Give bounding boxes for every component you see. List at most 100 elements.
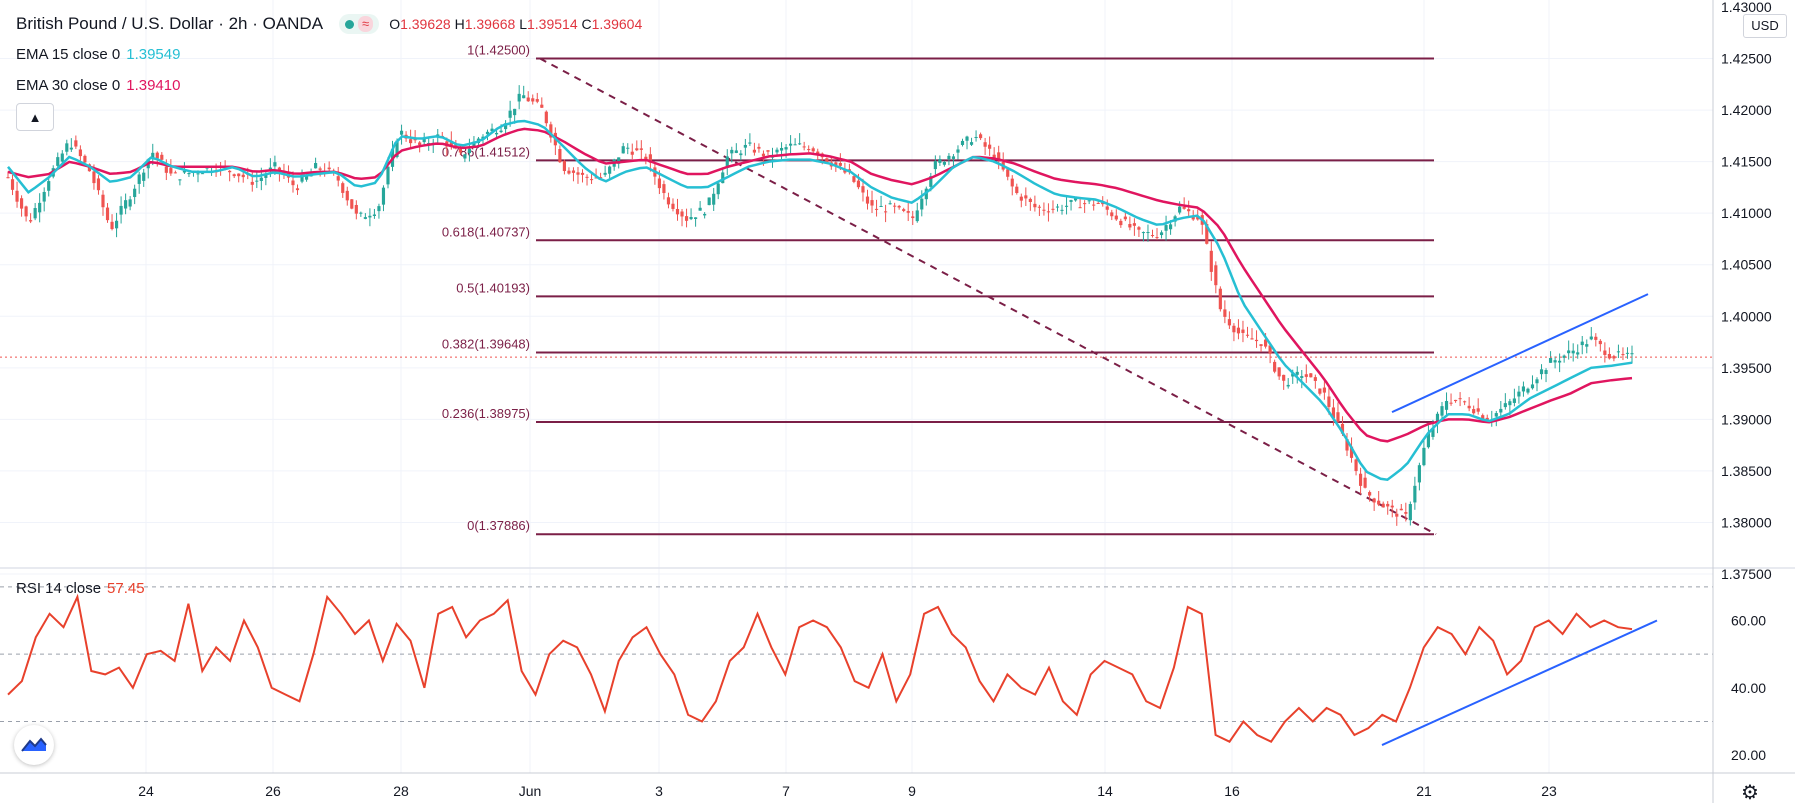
candle-body	[1187, 209, 1191, 212]
candle-body	[399, 130, 404, 135]
candle-body	[10, 179, 15, 190]
candle-body	[1567, 350, 1571, 354]
close-label: C	[581, 16, 592, 32]
candle-body	[1223, 309, 1227, 317]
fib-level-label: 0.618(1.40737)	[442, 224, 530, 239]
currency-button[interactable]: USD	[1743, 14, 1787, 38]
candle-body	[74, 140, 78, 147]
candle-body	[1508, 401, 1512, 406]
candle-body	[1440, 406, 1444, 416]
candle-body	[38, 202, 42, 213]
candle-body	[69, 147, 73, 150]
time-tick-label: 28	[393, 783, 409, 799]
candle-body	[196, 173, 200, 175]
candle-body	[1146, 232, 1150, 234]
collapse-legend-button[interactable]: ▲	[16, 103, 54, 131]
high-label: H	[454, 16, 465, 32]
candle-body	[775, 149, 779, 153]
candle-body	[1395, 513, 1399, 517]
candle-body	[1481, 415, 1485, 420]
time-tick-label: Jun	[519, 783, 542, 799]
candle-body	[1155, 237, 1159, 239]
tradingview-logo-icon[interactable]	[14, 725, 54, 765]
fib-trend-dashed	[539, 57, 1437, 536]
candle-body	[1046, 211, 1051, 213]
candle-body	[906, 211, 910, 213]
candle-body	[639, 148, 643, 150]
candle-body	[648, 154, 652, 163]
candle-body	[1494, 413, 1498, 417]
candle-body	[689, 217, 693, 220]
candle-body	[721, 172, 725, 184]
candle-body	[567, 170, 571, 174]
candle-body	[499, 130, 503, 133]
candle-body	[698, 207, 702, 211]
candle-body	[743, 144, 747, 148]
candle-body	[1169, 224, 1173, 230]
candle-body	[1558, 360, 1562, 363]
candle-body	[603, 172, 607, 175]
candle-body	[1033, 203, 1037, 208]
candle-body	[1209, 250, 1213, 272]
candle-body	[1354, 459, 1358, 472]
candle-body	[617, 157, 621, 164]
candle-body	[508, 110, 512, 118]
candle-body	[1227, 319, 1231, 326]
candle-body	[15, 190, 19, 202]
candle-body	[920, 198, 924, 210]
candle-body	[1263, 339, 1268, 347]
price-tick-label-top: 1.43000	[1721, 0, 1772, 15]
candle-body	[42, 191, 46, 202]
candle-body	[1042, 209, 1046, 211]
candle-body	[1291, 373, 1295, 377]
candle-body	[1422, 447, 1426, 466]
ema30-line	[7, 127, 1633, 443]
candle-body	[856, 180, 861, 188]
candle-body	[259, 177, 263, 182]
candle-body	[802, 146, 806, 148]
candle-body	[47, 181, 51, 191]
symbol-title[interactable]: British Pound / U.S. Dollar · 2h · OANDA	[16, 14, 324, 33]
ohlc-values: O1.39628 H1.39668 L1.39514 C1.39604	[389, 16, 642, 32]
price-tick-label: 1.37500	[1721, 566, 1772, 582]
ema15-legend[interactable]: EMA 15 close 0 1.39549	[16, 46, 180, 63]
candle-body	[911, 216, 915, 219]
candle-body	[1083, 203, 1087, 205]
candle-body	[1205, 223, 1209, 244]
candle-body	[956, 149, 960, 153]
candle-body	[1598, 340, 1602, 345]
candle-body	[807, 149, 811, 151]
candle-body	[250, 181, 254, 185]
fib-level-label: 0(1.37886)	[467, 518, 530, 533]
candle-body	[119, 205, 123, 215]
candle-body	[1386, 503, 1390, 507]
candle-body	[1318, 388, 1322, 394]
chart-header: British Pound / U.S. Dollar · 2h · OANDA…	[16, 14, 642, 34]
candle-body	[684, 216, 689, 221]
candle-body	[951, 156, 956, 159]
settings-gear-icon[interactable]: ⚙	[1741, 782, 1759, 804]
candle-body	[1580, 341, 1584, 346]
candle-body	[142, 172, 146, 181]
close-value: 1.39604	[591, 16, 643, 32]
candle-body	[635, 148, 639, 151]
candle-body	[1178, 206, 1182, 213]
candle-body	[716, 183, 720, 195]
candle-body	[463, 154, 467, 159]
rsi-label: RSI 14 close	[16, 580, 102, 597]
market-status-pill[interactable]: ≈	[339, 14, 380, 34]
time-tick-label: 9	[908, 783, 916, 799]
candle-body	[494, 132, 499, 135]
rsi-legend[interactable]: RSI 14 close 57.45	[16, 580, 145, 597]
candle-body	[1526, 388, 1530, 393]
candle-body	[6, 177, 10, 179]
candle-body	[852, 176, 856, 182]
candle-body	[843, 169, 847, 173]
candle-body	[671, 203, 675, 209]
market-open-icon	[345, 19, 355, 29]
ema30-legend[interactable]: EMA 30 close 0 1.39410	[16, 77, 180, 94]
candle-body	[1453, 399, 1458, 402]
candle-body	[1006, 169, 1010, 177]
candle-body	[513, 108, 517, 116]
